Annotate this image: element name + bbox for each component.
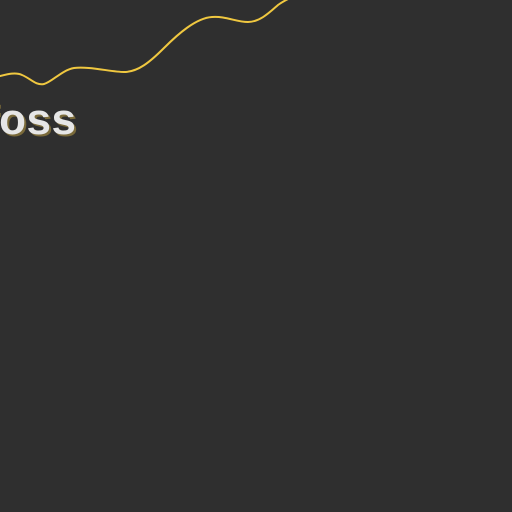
accent-wave-path: [0, 0, 290, 84]
brand-wordmark: foss: [0, 92, 76, 148]
accent-wave-line: [0, 0, 512, 160]
